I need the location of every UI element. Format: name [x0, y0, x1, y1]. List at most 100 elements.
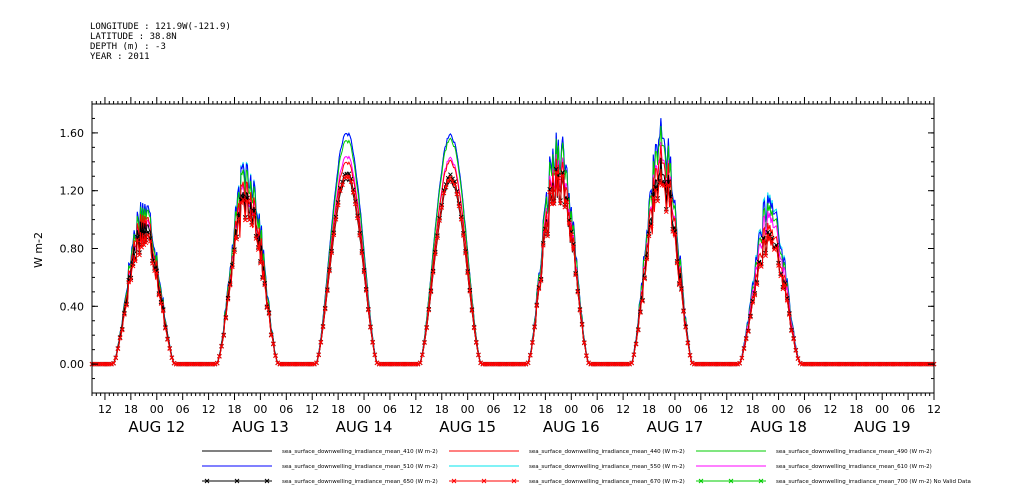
series-marker: [167, 346, 173, 351]
x-hour-label: 18: [538, 403, 552, 416]
series-marker: [560, 173, 566, 178]
series-marker: [745, 329, 751, 335]
series-marker: [750, 299, 755, 305]
x-hour-label: 12: [202, 403, 216, 416]
x-hour-label: 12: [305, 403, 319, 416]
series-marker: [145, 232, 151, 238]
series-marker: [586, 360, 591, 366]
series-marker: [355, 215, 360, 221]
x-hour-label: 06: [590, 403, 604, 416]
plot-series-group: [89, 118, 937, 367]
series-marker: [247, 217, 252, 223]
series-marker: [217, 354, 222, 359]
legend-marker: [728, 478, 734, 484]
series-marker: [789, 328, 794, 334]
x-day-label: AUG 18: [750, 418, 807, 436]
x-hour-label: 00: [357, 403, 371, 416]
legend-label: sea_surface_downwelling_irradiance_mean_…: [282, 464, 438, 470]
x-day-label: AUG 15: [439, 418, 496, 436]
series-marker: [683, 324, 689, 330]
legend-marker: [481, 478, 487, 484]
series-marker: [534, 303, 540, 309]
x-hour-label: 00: [564, 403, 578, 416]
series-marker: [532, 324, 537, 330]
series-marker: [331, 232, 337, 238]
series-marker: [346, 174, 352, 180]
series-marker: [314, 360, 319, 366]
axes-group: 0.00 0.40 0.80 1.20 1.60 12 18 00 06 12 18 00 06 12 18…: [60, 97, 941, 436]
series-marker: [232, 249, 237, 255]
x-day-label: AUG 16: [543, 418, 600, 436]
series-marker: [666, 182, 671, 188]
series-marker: [547, 189, 553, 195]
series-marker: [448, 175, 453, 180]
series-marker: [111, 360, 116, 366]
y-tick-label: 1.60: [60, 127, 85, 140]
series-marker: [681, 309, 686, 314]
y-tick-label: 0.00: [60, 358, 85, 371]
series-marker: [555, 175, 561, 181]
dataset-header: LONGITUDE : 121.9W(-121.9) LATITUDE : 38…: [90, 22, 231, 62]
series-marker: [333, 216, 339, 222]
series-marker: [163, 325, 168, 331]
series-line: [92, 145, 934, 365]
series-marker: [320, 324, 326, 330]
series-marker: [795, 356, 801, 361]
series-marker: [264, 305, 270, 311]
y-tick-label: 0.40: [60, 300, 85, 313]
series-marker: [452, 182, 458, 187]
series-marker: [758, 264, 764, 269]
legend-label: sea_surface_downwelling_irradiance_mean_…: [529, 464, 685, 470]
series-marker: [458, 216, 464, 222]
legend-marker: [511, 478, 517, 484]
y-tick-label: 0.80: [60, 243, 85, 256]
x-hour-label: 12: [512, 403, 526, 416]
series-marker: [471, 325, 477, 331]
x-day-label: AUG 13: [232, 418, 289, 436]
series-marker: [255, 247, 261, 252]
series-marker: [564, 199, 570, 205]
series-marker: [638, 310, 643, 315]
series-marker: [158, 301, 164, 306]
series-marker: [655, 198, 661, 204]
series-marker: [253, 236, 259, 241]
series-marker: [741, 346, 747, 352]
series-marker: [456, 203, 462, 209]
series-marker: [134, 237, 140, 243]
series-marker: [679, 287, 684, 293]
plot-frame: [91, 103, 935, 394]
series-marker: [573, 272, 578, 278]
series-marker: [460, 232, 466, 238]
x-hour-label: 18: [746, 403, 760, 416]
series-marker: [786, 312, 792, 317]
series-marker: [530, 340, 535, 345]
series-marker: [370, 340, 376, 345]
series-marker: [122, 311, 127, 317]
x-hour-label: 00: [461, 403, 475, 416]
x-hour-label: 12: [409, 403, 423, 416]
series-marker: [743, 336, 749, 342]
series-marker: [359, 250, 365, 256]
series-marker: [128, 277, 134, 283]
x-hour-label: 00: [875, 403, 889, 416]
series-marker: [463, 250, 468, 256]
series-marker: [227, 282, 233, 288]
series-marker: [119, 327, 125, 333]
series-marker: [778, 273, 784, 279]
series-marker: [150, 260, 155, 266]
series-marker: [635, 327, 641, 333]
series-marker: [124, 302, 129, 308]
legend-marker: [758, 478, 764, 484]
series-marker: [469, 308, 475, 313]
series-marker: [663, 209, 669, 215]
x-hour-label: 18: [331, 403, 345, 416]
series-marker: [340, 182, 345, 188]
series-marker: [553, 169, 559, 175]
series-marker: [273, 353, 278, 359]
x-hour-label: 06: [901, 403, 915, 416]
series-marker: [445, 178, 451, 184]
series-marker: [322, 306, 328, 312]
x-hour-label: 18: [124, 403, 138, 416]
legend-label: sea_surface_downwelling_irradiance_mean_…: [529, 479, 685, 485]
